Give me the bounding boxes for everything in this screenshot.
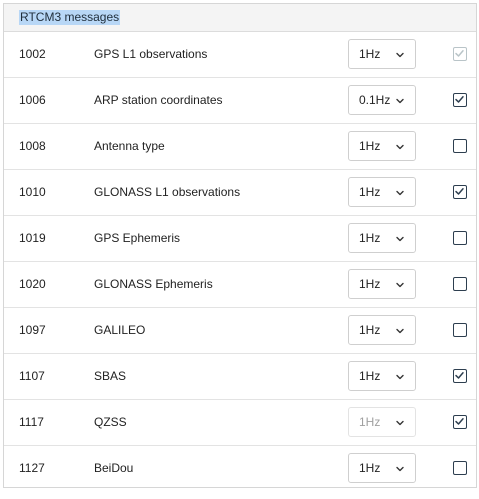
rate-select: 1Hz	[348, 407, 416, 437]
message-name: GALILEO	[94, 323, 146, 337]
enable-checkbox[interactable]	[453, 277, 467, 291]
message-row-1019: 1019 GPS Ephemeris 1Hz	[4, 216, 476, 262]
enable-checkbox[interactable]	[453, 139, 467, 153]
chevron-down-icon	[396, 420, 404, 426]
message-code: 1006	[19, 93, 46, 107]
panel-header: RTCM3 messages	[4, 4, 476, 32]
message-code: 1107	[19, 369, 45, 383]
rate-value: 1Hz	[359, 47, 381, 61]
checkmark-icon	[455, 372, 464, 379]
message-row-1117: 1117 QZSS 1Hz	[4, 400, 476, 446]
message-row-1020: 1020 GLONASS Ephemeris 1Hz	[4, 262, 476, 308]
message-code: 1010	[19, 185, 46, 199]
rate-select[interactable]: 1Hz	[348, 453, 416, 483]
rate-value: 1Hz	[359, 185, 381, 199]
rate-select[interactable]: 1Hz	[348, 269, 416, 299]
enable-checkbox[interactable]	[453, 185, 467, 199]
enable-checkbox[interactable]	[453, 461, 467, 475]
rate-value: 1Hz	[359, 231, 381, 245]
message-name: SBAS	[94, 369, 127, 383]
message-name: ARP station coordinates	[94, 93, 223, 107]
message-code: 1097	[19, 323, 46, 337]
enable-checkbox[interactable]	[453, 323, 467, 337]
rate-select[interactable]: 1Hz	[348, 361, 416, 391]
chevron-down-icon	[396, 466, 404, 472]
rate-select[interactable]: 1Hz	[348, 223, 416, 253]
chevron-down-icon	[396, 328, 404, 334]
rate-value: 1Hz	[359, 415, 381, 429]
enable-checkbox[interactable]	[453, 369, 467, 383]
message-row-1097: 1097 GALILEO 1Hz	[4, 308, 476, 354]
message-row-1127: 1127 BeiDou 1Hz	[4, 446, 476, 491]
message-name: GLONASS L1 observations	[94, 185, 241, 199]
enable-checkbox[interactable]	[453, 231, 467, 245]
checkmark-icon	[455, 96, 464, 103]
message-name: BeiDou	[94, 461, 134, 475]
rate-value: 1Hz	[359, 323, 381, 337]
rate-value: 0.1Hz	[359, 93, 391, 107]
message-row-1010: 1010 GLONASS L1 observations 1Hz	[4, 170, 476, 216]
message-name: GLONASS Ephemeris	[94, 277, 213, 291]
rate-select[interactable]: 1Hz	[348, 315, 416, 345]
message-name: GPS L1 observations	[94, 47, 208, 61]
enable-checkbox[interactable]	[453, 93, 467, 107]
chevron-down-icon	[396, 98, 404, 104]
enable-checkbox[interactable]	[453, 415, 467, 429]
message-row-1006: 1006 ARP station coordinates 0.1Hz	[4, 78, 476, 124]
message-row-1107: 1107 SBAS 1Hz	[4, 354, 476, 400]
chevron-down-icon	[396, 144, 404, 150]
message-code: 1127	[19, 461, 45, 475]
chevron-down-icon	[396, 282, 404, 288]
message-code: 1117	[19, 415, 44, 429]
message-list: 1002 GPS L1 observations 1Hz 1006 ARP st…	[4, 32, 476, 491]
checkmark-icon	[455, 50, 464, 57]
rtcm3-messages-panel: RTCM3 messages 1002 GPS L1 observations …	[3, 3, 477, 488]
rate-select[interactable]: 0.1Hz	[348, 85, 416, 115]
checkmark-icon	[455, 418, 464, 425]
message-code: 1020	[19, 277, 46, 291]
message-row-1008: 1008 Antenna type 1Hz	[4, 124, 476, 170]
rate-select[interactable]: 1Hz	[348, 177, 416, 207]
rate-value: 1Hz	[359, 277, 381, 291]
enable-checkbox	[453, 47, 467, 61]
message-code: 1019	[19, 231, 46, 245]
rate-value: 1Hz	[359, 139, 381, 153]
message-name: Antenna type	[94, 139, 165, 153]
rate-select[interactable]: 1Hz	[348, 39, 416, 69]
panel-title: RTCM3 messages	[19, 10, 121, 25]
message-code: 1008	[19, 139, 46, 153]
chevron-down-icon	[396, 190, 404, 196]
chevron-down-icon	[396, 236, 404, 242]
chevron-down-icon	[396, 374, 404, 380]
message-name: GPS Ephemeris	[94, 231, 181, 245]
message-code: 1002	[19, 47, 46, 61]
rate-value: 1Hz	[359, 461, 381, 475]
chevron-down-icon	[396, 52, 404, 58]
message-row-1002: 1002 GPS L1 observations 1Hz	[4, 32, 476, 78]
checkmark-icon	[455, 188, 464, 195]
rate-select[interactable]: 1Hz	[348, 131, 416, 161]
message-name: QZSS	[94, 415, 127, 429]
rate-value: 1Hz	[359, 369, 381, 383]
